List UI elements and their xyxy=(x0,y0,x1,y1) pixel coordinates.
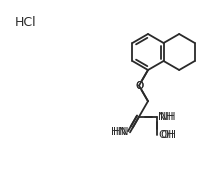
Text: NH: NH xyxy=(158,112,173,122)
Text: HN: HN xyxy=(111,127,127,137)
Text: O: O xyxy=(136,81,144,91)
Text: OH: OH xyxy=(160,130,176,140)
Text: OH: OH xyxy=(158,130,174,140)
Text: O: O xyxy=(136,81,144,91)
Text: HN: HN xyxy=(113,127,129,137)
Text: NH: NH xyxy=(160,112,176,122)
Text: HCl: HCl xyxy=(15,16,37,29)
